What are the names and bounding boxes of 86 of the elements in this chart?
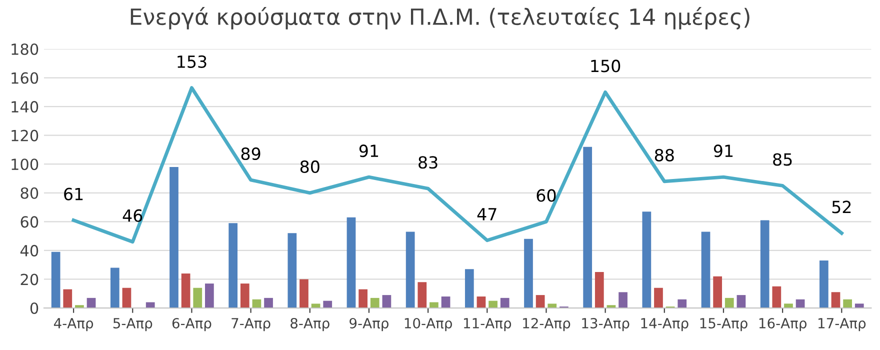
x-tick-label: 7-Απρ (232, 318, 270, 332)
bar (724, 298, 734, 308)
bar (772, 286, 782, 308)
bar (831, 292, 840, 308)
bar (500, 298, 510, 308)
data-label: 47 (477, 208, 496, 220)
bar (110, 268, 120, 308)
x-tick-label: 11-Απρ (464, 318, 512, 332)
x-tick-label: 8-Απρ (290, 318, 330, 332)
data-label: 88 (654, 148, 674, 162)
bar (406, 232, 415, 308)
bar (583, 146, 592, 308)
data-label: 153 (178, 55, 206, 68)
bar (618, 292, 628, 308)
bar (548, 304, 557, 308)
bar (51, 252, 60, 308)
data-label: 91 (359, 144, 378, 158)
data-label: 91 (714, 144, 733, 158)
bar (536, 295, 545, 308)
data-label: 60 (536, 189, 556, 202)
bar (170, 166, 178, 308)
bar (193, 288, 202, 308)
x-tick-label: 17-Απρ (818, 318, 866, 332)
x-tick-label: 15-Απρ (700, 318, 748, 332)
y-tick-label: 80 (20, 187, 38, 199)
y-tick-label: 40 (20, 244, 38, 256)
bar (854, 304, 864, 308)
bar (323, 300, 332, 308)
y-tick-label: 160 (12, 72, 38, 84)
x-tick-label: 10-Απρ (404, 318, 452, 332)
bar (264, 298, 273, 308)
bar (205, 284, 214, 308)
bar (642, 212, 652, 308)
data-label: 85 (773, 153, 792, 166)
bar (370, 298, 380, 308)
bar (382, 295, 392, 308)
chart-title: Ενεργά κρούσματα στην Π.Δ.Μ. (τελευταίες 14 ημέρες) (130, 7, 750, 30)
x-tick-label: 16-Απρ (759, 318, 806, 332)
bar (488, 300, 498, 308)
bar (524, 238, 533, 308)
y-tick-label: 0 (30, 302, 38, 314)
y-tick-label: 100 (12, 158, 38, 170)
data-label: 83 (418, 156, 438, 169)
bar (464, 269, 474, 308)
bar (346, 217, 356, 308)
y-tick-label: 180 (12, 43, 38, 56)
bar (701, 232, 710, 308)
x-tick-label: 12-Απρ (523, 318, 570, 332)
x-tick-label: 9-Απρ (350, 318, 388, 332)
bar (228, 223, 238, 308)
bar (418, 282, 427, 308)
bar (63, 289, 72, 308)
data-label: 89 (241, 147, 260, 160)
bar (678, 299, 687, 308)
x-tick-label: 5-Απρ (113, 318, 152, 332)
y-tick-label: 140 (12, 101, 38, 113)
data-label: 61 (64, 188, 83, 200)
data-label: 150 (591, 60, 620, 72)
bar (122, 288, 132, 308)
bar (146, 302, 155, 308)
bar (736, 295, 746, 308)
y-tick-label: 120 (12, 130, 38, 142)
bar (300, 279, 308, 308)
bar (476, 296, 486, 308)
bar (784, 304, 793, 308)
bar (820, 260, 828, 308)
x-tick-label: 13-Απρ (582, 318, 630, 332)
bar (181, 273, 190, 308)
bar (240, 284, 250, 308)
data-label: 52 (832, 200, 851, 214)
bar (713, 276, 722, 308)
data-label: 80 (300, 160, 320, 173)
x-tick-label: 6-Απρ (172, 318, 212, 332)
bar (654, 288, 663, 308)
y-tick-label: 20 (20, 274, 38, 286)
bar (430, 302, 438, 308)
y-tick-label: 60 (20, 216, 38, 228)
bar (86, 298, 96, 308)
x-tick-label: 4-Απρ (54, 318, 94, 332)
x-tick-label: 14-Απρ (641, 318, 688, 332)
bar (441, 296, 450, 308)
bar (594, 272, 604, 308)
bar (760, 220, 770, 308)
bar (843, 299, 852, 308)
bar (288, 233, 297, 308)
bar (358, 289, 368, 308)
